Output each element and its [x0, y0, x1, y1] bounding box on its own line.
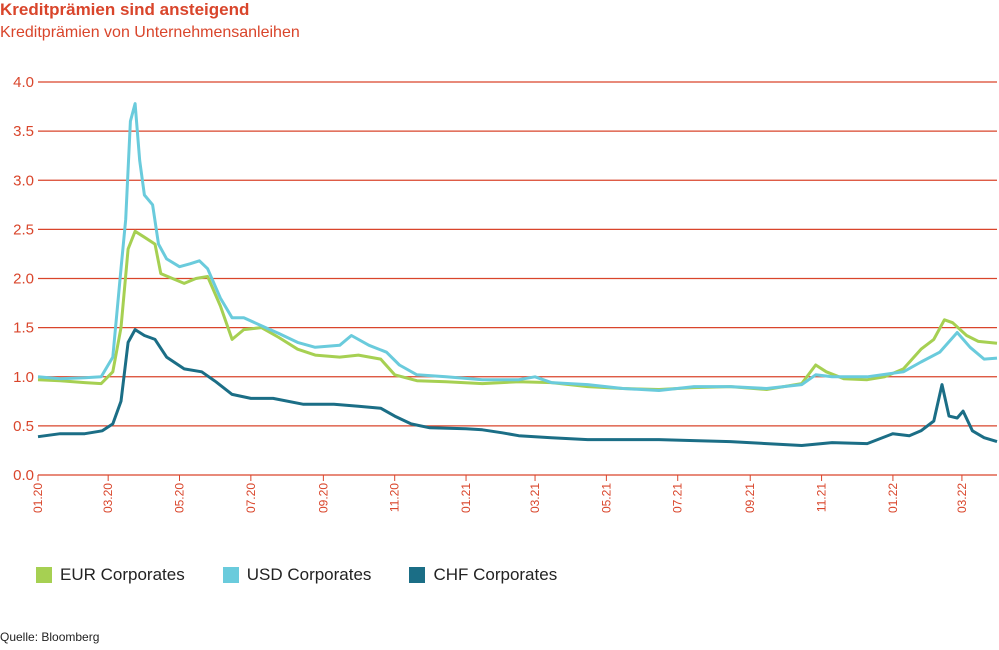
- legend-item-eur: EUR Corporates: [36, 565, 185, 585]
- legend-swatch-chf: [409, 567, 426, 583]
- y-tick-label: 2.5: [13, 221, 34, 238]
- legend-label-chf: CHF Corporates: [433, 565, 558, 584]
- legend-item-chf: CHF Corporates: [409, 565, 557, 585]
- legend-swatch-usd: [222, 567, 239, 583]
- y-tick-label: 3.5: [13, 123, 34, 140]
- legend-item-usd: USD Corporates: [222, 565, 372, 585]
- x-tick-label: 09.20: [316, 483, 330, 513]
- legend-label-eur: EUR Corporates: [60, 565, 185, 584]
- y-tick-label: 1.0: [13, 369, 34, 386]
- y-tick-label: 1.5: [13, 320, 34, 337]
- y-tick-label: 0.5: [13, 418, 34, 435]
- x-tick-label: 05.21: [599, 483, 613, 513]
- y-tick-label: 4.0: [13, 74, 34, 91]
- legend: EUR Corporates USD Corporates CHF Corpor…: [36, 565, 557, 585]
- x-tick-label: 11.21: [815, 483, 829, 512]
- x-tick-label: 03.22: [955, 483, 969, 513]
- x-tick-label: 03.20: [101, 483, 115, 513]
- series-line-2: [37, 328, 998, 447]
- x-tick-label: 01.20: [31, 483, 45, 513]
- x-tick-label: 11.20: [388, 483, 402, 512]
- y-tick-label: 2.0: [13, 271, 34, 288]
- x-tick-label: 01.21: [459, 483, 473, 513]
- legend-swatch-eur: [36, 567, 52, 583]
- x-tick-label: 07.20: [244, 483, 258, 513]
- line-chart: 0.0 0.5 1.0 1.5 2.0 2.5 3.0 3.5 4.0 01.20 03.20 05.…: [13, 74, 998, 513]
- x-tick-label: 03.21: [528, 483, 542, 513]
- y-tick-label: 3.0: [13, 172, 34, 189]
- legend-label-usd: USD Corporates: [246, 565, 372, 584]
- x-tick-label: 09.21: [743, 483, 757, 513]
- y-tick-label: 0.0: [13, 467, 34, 484]
- chart-subtitle: Kreditprämien von Unternehmensanleihen: [0, 24, 300, 41]
- series-line-0: [37, 229, 998, 391]
- x-tick-label: 01.22: [886, 483, 900, 513]
- source-note: Quelle: Bloomberg: [0, 630, 100, 644]
- series-line-1: [37, 102, 998, 392]
- chart-title: Kreditprämien sind ansteigend: [0, 0, 250, 19]
- x-tick-label: 07.21: [671, 483, 685, 513]
- x-tick-label: 05.20: [173, 483, 187, 513]
